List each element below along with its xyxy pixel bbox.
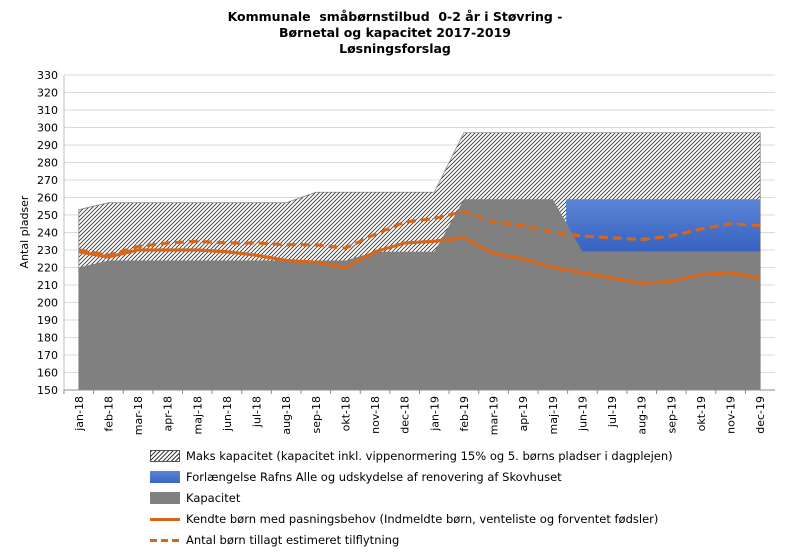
legend-label-rafns: Forlængelse Rafns Alle og udskydelse af … [186,469,562,484]
y-axis-label: Antal pladser [18,195,31,268]
x-tick-label: sep-18 [310,396,323,433]
x-tick-label: nov-18 [369,396,382,434]
x-tick-label: sep-19 [665,396,678,433]
y-tick-label: 170 [37,349,58,362]
y-tick-label: 290 [37,139,58,152]
legend-item-rafns: Forlængelse Rafns Alle og udskydelse af … [150,466,770,487]
area-series [78,132,761,391]
x-tick-label: jul-19 [606,396,619,428]
x-tick-label: aug-18 [280,396,293,435]
legend-label-maks: Maks kapacitet (kapacitet inkl. vippenor… [186,448,673,463]
x-tick-label: okt-18 [339,396,352,431]
x-axis-ticks: jan-18 feb-18 mar-18 apr-18 maj-18 jun-18 jul-… [73,396,767,435]
y-tick-label: 280 [37,157,58,170]
x-tick-label: jul-18 [251,396,264,428]
x-tick-label: jun-18 [221,396,234,432]
y-axis-ticks: 150 160 170 180 190 200 210 220 230 240 250 260 270 2… [37,69,58,397]
x-tick-label: nov-19 [725,396,738,434]
legend-item-kapacitet: Kapacitet [150,487,770,508]
chart-title: Kommunale småbørnstilbud 0-2 år i Støvri… [0,9,790,57]
chart-title-line-3: Løsningsforslag [339,41,451,56]
x-tick-label: maj-19 [547,396,560,434]
x-tick-label: maj-18 [191,396,204,434]
legend-label-kendte: Kendte børn med pasningsbehov (Indmeldte… [186,511,659,526]
y-tick-label: 270 [37,174,58,187]
y-tick-label: 300 [37,122,58,135]
kendte-boern-line [78,236,761,285]
y-tick-label: 260 [37,192,58,205]
y-tick-label: 180 [37,332,58,345]
y-tick-label: 210 [37,279,58,292]
x-tick-label: apr-18 [162,396,175,432]
x-tick-label: feb-19 [458,396,471,432]
x-tick-label: mar-18 [132,396,145,435]
y-tick-label: 240 [37,227,58,240]
y-tick-label: 330 [37,69,58,82]
rafns-alle-area [566,199,761,252]
dashed-line-swatch-icon [150,538,180,542]
antal-boern-dashed-line [78,209,761,257]
axes [63,75,775,394]
chart-title-line-1: Kommunale småbørnstilbud 0-2 år i Støvri… [227,9,563,24]
y-tick-label: 150 [37,384,58,397]
legend-item-maks: Maks kapacitet (kapacitet inkl. vippenor… [150,445,770,466]
blue-swatch-icon [150,470,180,483]
solid-line-swatch-icon [150,517,180,521]
x-tick-label: apr-19 [517,396,530,432]
line-series [78,209,761,285]
y-tick-label: 320 [37,87,58,100]
x-tick-label: dec-19 [754,396,767,434]
y-tick-label: 220 [37,262,58,275]
x-tick-label: jan-19 [428,396,441,432]
legend-label-antal: Antal børn tillagt estimeret tilflytning [186,532,400,547]
chart-title-line-2: Børnetal og kapacitet 2017-2019 [279,25,511,40]
x-tick-label: jan-18 [73,396,86,432]
legend-item-kendte: Kendte børn med pasningsbehov (Indmeldte… [150,508,770,529]
y-tick-label: 310 [37,104,58,117]
y-tick-label: 190 [37,314,58,327]
y-tick-label: 230 [37,244,58,257]
gray-swatch-icon [150,491,180,504]
legend-item-antal: Antal børn tillagt estimeret tilflytning [150,529,770,550]
x-tick-label: aug-19 [636,396,649,435]
legend: Maks kapacitet (kapacitet inkl. vippenor… [150,445,770,550]
x-tick-label: okt-19 [695,396,708,431]
y-tick-label: 250 [37,209,58,222]
y-tick-label: 200 [37,297,58,310]
y-tick-label: 160 [37,367,58,380]
legend-label-kapacitet: Kapacitet [186,490,241,505]
x-tick-label: jun-19 [576,396,589,432]
x-tick-label: feb-18 [102,396,115,432]
x-tick-label: mar-19 [488,396,501,435]
kapacitet-area [78,199,761,390]
hatched-swatch-icon [150,449,180,462]
x-tick-label: dec-18 [399,396,412,434]
